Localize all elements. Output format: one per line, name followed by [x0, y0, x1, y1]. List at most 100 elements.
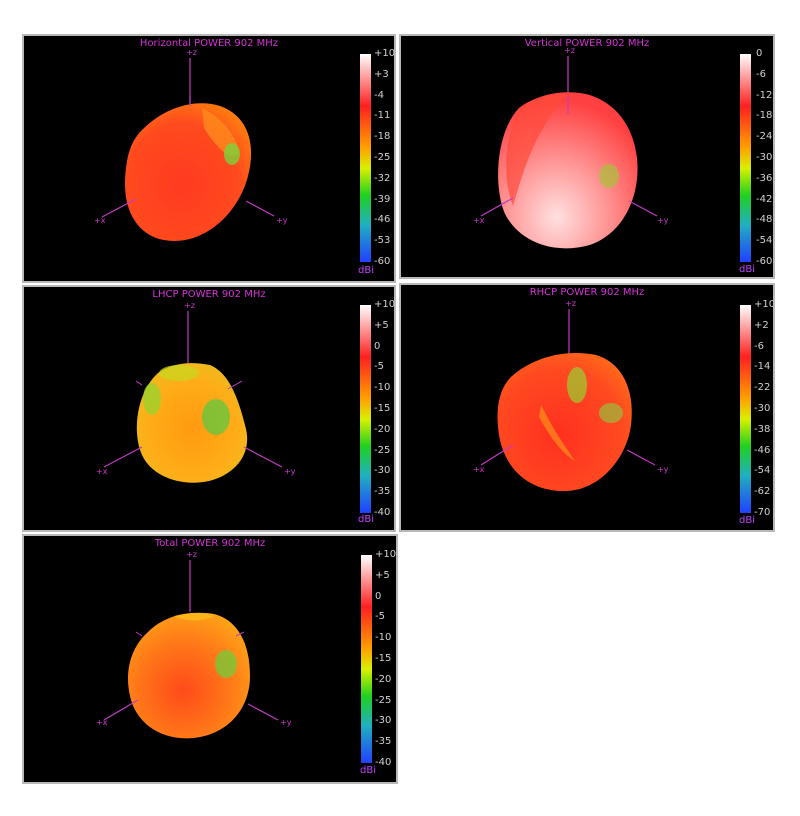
y-axis-label: +y [657, 465, 669, 474]
scale-tick: -20 [375, 673, 392, 685]
color-scale-bar [740, 305, 751, 513]
scale-tick: -32 [374, 172, 391, 184]
scale-tick: -25 [374, 444, 391, 456]
x-axis-label: +x [94, 216, 106, 225]
scale-tick: -25 [375, 694, 392, 706]
scale-tick: -46 [754, 444, 771, 456]
scale-tick: +10 [374, 299, 396, 310]
color-scale-bar [361, 555, 372, 763]
color-scale-ticks: +10 +3 -4 -11 -18 -25 -32 -39 -46 -53 -6… [374, 49, 394, 267]
y-axis-label: +y [657, 216, 669, 225]
scale-tick: -30 [375, 715, 392, 727]
color-scale-ticks: +10 +5 0 -5 -10 -15 -20 -25 -30 -35 -40 [374, 300, 394, 518]
scale-unit: dBi [360, 765, 376, 776]
x-axis-line [101, 198, 137, 218]
scale-tick: -35 [374, 486, 391, 498]
x-axis-line [103, 699, 139, 721]
z-axis-label: +z [186, 48, 197, 57]
scale-tick: -48 [756, 214, 773, 226]
x-axis-label: +x [96, 467, 108, 476]
x-axis-line [103, 446, 143, 468]
radiation-surface [136, 363, 248, 483]
y-axis-label: +y [284, 467, 296, 476]
color-scale-bar [740, 54, 751, 262]
scale-tick: +10 [754, 299, 775, 310]
scale-tick: -15 [375, 653, 392, 664]
scale-tick: +2 [754, 319, 769, 331]
scale-tick: -25 [374, 152, 391, 163]
scale-tick: -22 [754, 382, 771, 394]
scale-tick: -54 [754, 465, 771, 477]
z-axis-label: +z [184, 301, 195, 310]
radiation-surface [497, 353, 632, 492]
scale-tick: -40 [374, 507, 391, 518]
pattern-panel-total: +z +x +y Total POWER 902 MHz +10 +5 0 -5… [22, 534, 398, 784]
radiation-surface [124, 103, 252, 241]
scale-tick: -11 [374, 110, 391, 122]
scale-tick: -6 [754, 340, 764, 352]
scale-tick: +3 [374, 68, 389, 80]
scale-tick: -30 [756, 152, 773, 163]
radiation-surface [128, 612, 250, 739]
scale-tick: -54 [756, 235, 773, 247]
color-scale-bar [360, 54, 371, 262]
y-axis-line [245, 200, 275, 217]
scale-tick: -5 [375, 611, 385, 623]
scale-tick: -39 [374, 193, 391, 205]
pattern-3d-plot [480, 309, 656, 492]
y-axis-line [243, 446, 283, 468]
scale-tick: -10 [375, 632, 392, 644]
color-scale-ticks: +10 +5 0 -5 -10 -15 -20 -25 -30 -35 -40 [375, 550, 396, 768]
scale-tick: -46 [374, 214, 391, 226]
scale-tick: -5 [374, 361, 384, 373]
scale-tick: +5 [375, 569, 390, 581]
scale-tick: -38 [754, 423, 771, 435]
color-scale-bar [360, 305, 371, 513]
scale-unit: dBi [739, 264, 755, 275]
pattern-3d-plot [103, 311, 283, 483]
panel-title: RHCP POWER 902 MHz [529, 287, 645, 298]
scale-unit: dBi [739, 515, 755, 526]
scale-tick: 0 [374, 340, 381, 352]
x-axis-label: +x [473, 465, 485, 474]
scale-tick: -18 [756, 110, 773, 122]
scale-tick: -62 [754, 486, 771, 498]
scale-tick: -35 [375, 736, 392, 748]
z-axis-label: +z [565, 299, 576, 308]
scale-tick: -60 [756, 256, 773, 267]
panel-title: Horizontal POWER 902 MHz [139, 38, 279, 49]
panel-title: Total POWER 902 MHz [154, 538, 266, 549]
scale-tick: -24 [756, 131, 773, 143]
panel-title: Vertical POWER 902 MHz [524, 38, 650, 49]
pattern-3d-plot [103, 560, 279, 739]
y-axis-label: +y [276, 216, 288, 225]
scale-tick: -40 [375, 757, 392, 768]
scale-tick: -12 [756, 89, 773, 101]
scale-tick: 0 [756, 48, 763, 59]
scale-tick: +5 [374, 319, 389, 331]
y-axis-label: +y [280, 718, 292, 727]
x-axis-line [480, 197, 514, 217]
x-axis-label: +x [473, 216, 485, 225]
scale-tick: -6 [756, 68, 766, 80]
scale-tick: -70 [754, 507, 771, 518]
z-axis-label: +z [564, 46, 575, 55]
pattern-panel-horizontal: +z +x +y Horizontal POWER 902 MHz +10 +3… [22, 34, 396, 283]
scale-tick: 0 [375, 590, 382, 602]
scale-tick: -53 [374, 235, 391, 247]
scale-unit: dBi [358, 265, 374, 276]
scale-tick: +10 [374, 48, 396, 59]
scale-tick: -36 [756, 172, 773, 184]
scale-tick: -30 [374, 465, 391, 477]
scale-tick: -20 [374, 423, 391, 435]
y-axis-line [628, 200, 658, 217]
panel-title: LHCP POWER 902 MHz [152, 289, 266, 300]
color-scale-ticks: +10 +2 -6 -14 -22 -30 -38 -46 -54 -62 -7… [754, 300, 773, 518]
scale-tick: -60 [374, 256, 391, 267]
scale-tick: -42 [756, 193, 773, 205]
scale-tick: -4 [374, 89, 384, 101]
scale-tick: -14 [754, 361, 771, 373]
pattern-panel-vertical: +z +x +y Vertical POWER 902 MHz 0 -6 -12… [399, 34, 775, 279]
pattern-3d-plot [480, 56, 658, 249]
x-axis-label: +x [96, 718, 108, 727]
